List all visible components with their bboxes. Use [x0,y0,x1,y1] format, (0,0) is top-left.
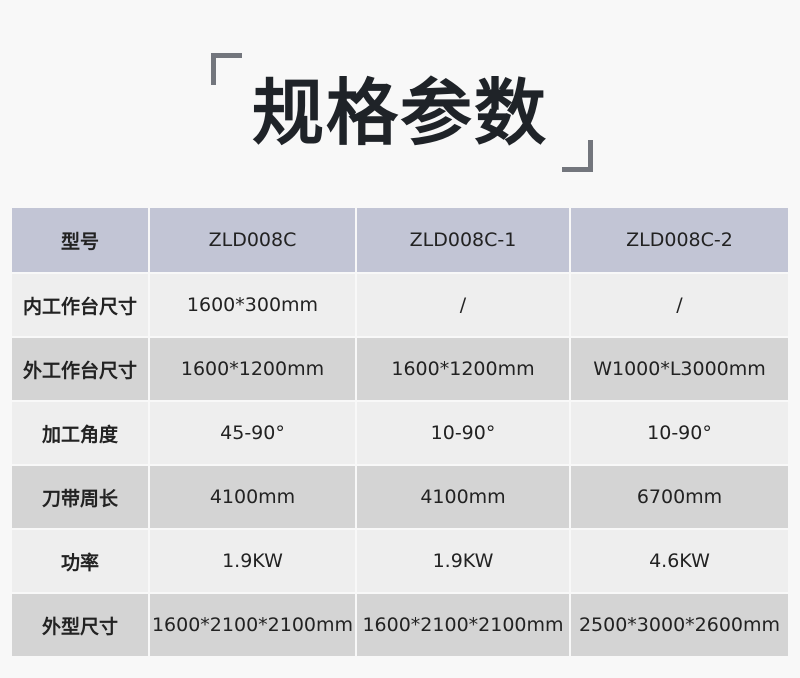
table-row: 刀带周长 4100mm 4100mm 6700mm [12,466,788,528]
row-label: 刀带周长 [12,466,148,528]
table-row: 加工角度 45-90° 10-90° 10-90° [12,402,788,464]
table-cell: / [357,274,569,336]
table-cell: 4.6KW [571,530,788,592]
header-cell: ZLD008C-1 [357,208,569,272]
row-label: 加工角度 [12,402,148,464]
table-row: 外型尺寸 1600*2100*2100mm 1600*2100*2100mm 2… [12,594,788,656]
table-cell: 1.9KW [357,530,569,592]
table-cell: 10-90° [357,402,569,464]
table-cell: 10-90° [571,402,788,464]
table-cell: 6700mm [571,466,788,528]
header-cell: ZLD008C [150,208,355,272]
corner-bracket-top-left [211,53,242,85]
page-title: 规格参数 [251,71,548,155]
table-row: 外工作台尺寸 1600*1200mm 1600*1200mm W1000*L30… [12,338,788,400]
table-row: 内工作台尺寸 1600*300mm / / [12,274,788,336]
table-cell: 1600*2100*2100mm [150,594,355,656]
corner-bracket-bottom-right [562,140,593,172]
row-label: 内工作台尺寸 [12,274,148,336]
header-cell: 型号 [12,208,148,272]
table-cell: 4100mm [150,466,355,528]
table-cell: 2500*3000*2600mm [571,594,788,656]
row-label: 外型尺寸 [12,594,148,656]
table-row: 功率 1.9KW 1.9KW 4.6KW [12,530,788,592]
table-cell: 1600*300mm [150,274,355,336]
spec-table: 型号 ZLD008C ZLD008C-1 ZLD008C-2 内工作台尺寸 16… [10,206,790,658]
table-cell: 1600*1200mm [357,338,569,400]
header-cell: ZLD008C-2 [571,208,788,272]
table-cell: 1600*2100*2100mm [357,594,569,656]
table-cell: 45-90° [150,402,355,464]
table-header-row: 型号 ZLD008C ZLD008C-1 ZLD008C-2 [12,208,788,272]
table-cell: 1.9KW [150,530,355,592]
row-label: 外工作台尺寸 [12,338,148,400]
table-cell: 1600*1200mm [150,338,355,400]
table-cell: / [571,274,788,336]
table-cell: 4100mm [357,466,569,528]
row-label: 功率 [12,530,148,592]
table-cell: W1000*L3000mm [571,338,788,400]
